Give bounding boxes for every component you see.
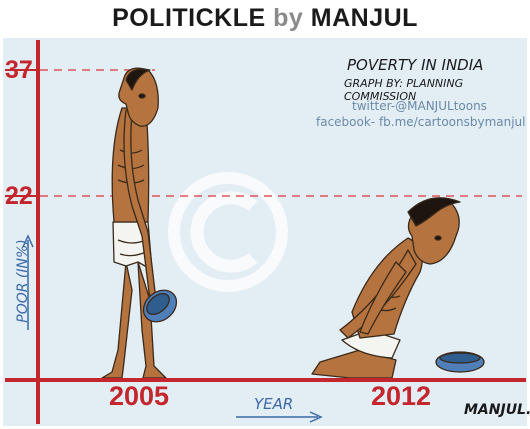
comic-title-author: MANJUL — [310, 4, 418, 32]
x-category-label-2005: 2005 — [109, 381, 170, 411]
artist-signature: MANJUL. — [464, 402, 530, 418]
comic-title-by: by — [273, 4, 304, 32]
copyright-watermark — [168, 172, 288, 292]
facebook-handle: facebook- fb.me/cartoonsbymanjul — [316, 115, 526, 129]
cartoon-subtitle: GRAPH BY: PLANNING COMMISSION — [344, 77, 464, 103]
x-category-label-2012: 2012 — [371, 381, 432, 411]
kneeling-man-2012 — [311, 197, 485, 379]
y-axis-title: POOR (IN%) — [15, 239, 31, 323]
standing-man-2005 — [101, 67, 178, 379]
cartoon-title: POVERTY IN INDIA — [347, 56, 484, 74]
y-tick-label-37: 37 — [5, 56, 33, 84]
y-tick-label-22: 22 — [5, 182, 33, 210]
comic-title: POLITICKLE by MANJUL — [0, 0, 530, 36]
twitter-handle: twitter-@MANJULtoons — [352, 99, 487, 113]
comic-title-name: POLITICKLE — [112, 4, 266, 32]
x-axis-title: YEAR — [254, 395, 294, 413]
